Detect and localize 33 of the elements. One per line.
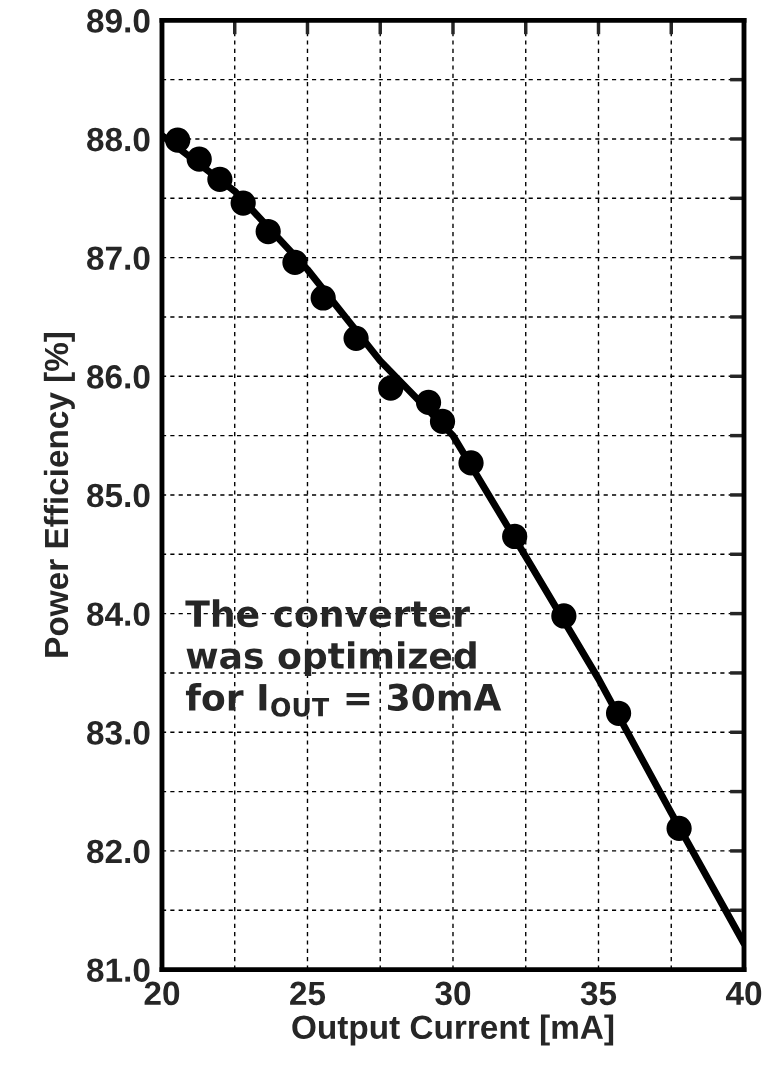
point — [429, 408, 456, 434]
point — [186, 146, 212, 172]
y-tick-label: 88.0 — [87, 127, 150, 152]
y-tick-label: 89.0 — [87, 9, 150, 33]
annotation: The converter was optimized for I$_{OUT}$ = 30mA — [185, 599, 502, 717]
y-tick-label: 81.0 — [87, 958, 150, 982]
x-tick-label: 35 — [580, 981, 617, 1006]
y-axis-title: Power Efficiency [%] — [43, 332, 75, 657]
x-tick-label: 40 — [725, 981, 762, 1006]
point — [282, 249, 308, 275]
y-tick-label: 86.0 — [87, 365, 150, 389]
x-tick-label: 30 — [435, 981, 471, 1006]
x-tick-label: 25 — [290, 981, 326, 1006]
point — [255, 218, 281, 245]
point — [666, 815, 692, 841]
y-tick-label: 84.0 — [87, 602, 150, 627]
x-tick-label: 20 — [144, 981, 180, 1006]
y-tick-label: 87.0 — [87, 246, 150, 271]
point — [207, 166, 233, 192]
y-tick-label: 85.0 — [87, 483, 150, 508]
point — [605, 700, 632, 726]
point — [343, 325, 369, 351]
point — [415, 389, 442, 416]
point — [551, 603, 577, 629]
point — [230, 190, 256, 216]
y-tick-label: 82.0 — [87, 839, 150, 864]
point — [458, 450, 484, 476]
x-axis-title: Output Current [mA] — [292, 1014, 614, 1046]
y-tick-label: 83.0 — [87, 721, 150, 745]
point — [378, 375, 404, 401]
point — [502, 523, 528, 550]
point — [165, 127, 191, 153]
point — [310, 285, 336, 311]
